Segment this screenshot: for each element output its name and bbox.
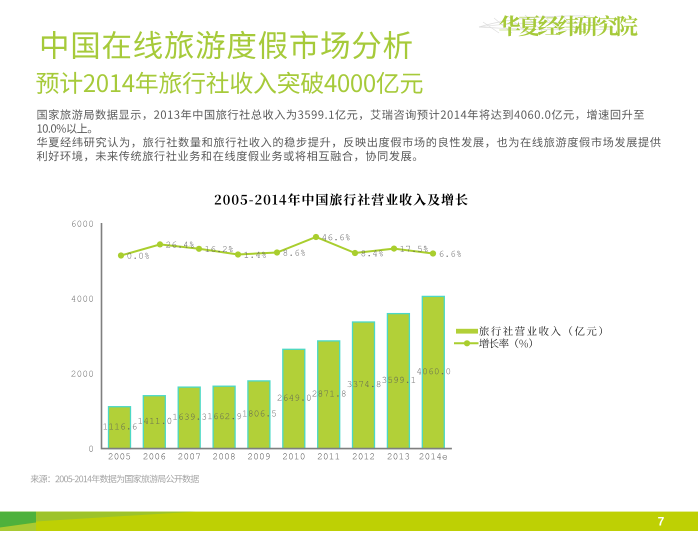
svg-text:7: 7 [658, 514, 665, 528]
